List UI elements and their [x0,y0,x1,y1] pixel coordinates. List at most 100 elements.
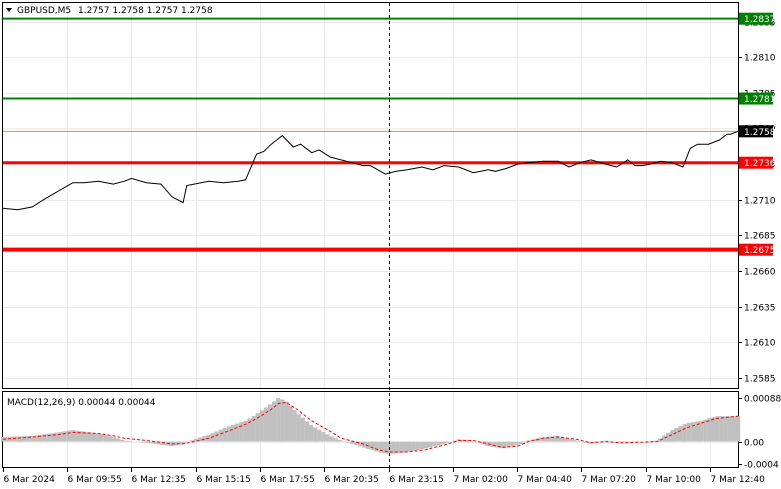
macd-histogram-bar [161,441,166,445]
x-tick-label: 6 Mar 17:55 [261,475,315,485]
macd-histogram-bar [17,436,22,442]
macd-histogram-bar [350,441,355,444]
macd-histogram-bar [391,441,396,454]
macd-histogram-bar [313,427,318,442]
macd-histogram-bar [510,441,515,447]
x-tick-label: 7 Mar 10:00 [647,475,702,485]
macd-histogram-bar [588,441,593,444]
macd-histogram-bar [267,404,273,442]
macd-histogram-bar [662,435,667,442]
macd-histogram-bar [38,434,43,442]
macd-histogram-bar [563,437,568,442]
macd-histogram-bar [522,441,527,443]
macd-histogram-bar [571,439,576,442]
macd-histogram-bar [99,434,104,442]
macd-histogram-bar [321,432,326,442]
macd-histogram-bar [140,441,145,443]
macd-histogram-bar [649,440,654,442]
price-y-tick-label: 1.2610 [744,339,776,349]
price-y-axis: 1.2585 1.2610 1.2635 1.2660 1.2685 1.2710 1.27… [738,19,776,385]
price-levels [3,17,738,252]
macd-histogram-bar [247,418,252,442]
macd-histogram-bar [415,441,420,450]
macd-histogram-bar [674,427,679,442]
macd-histogram-bar [682,424,687,442]
macd-histogram-bar [621,441,626,443]
macd-histogram-bar [715,416,720,442]
level-label-text: 1.2758 [744,128,776,138]
macd-histogram-bar [444,441,449,444]
time-x-axis: 6 Mar 2024 6 Mar 09:55 6 Mar 12:35 6 Mar 15… [3,468,766,485]
macd-histogram-bar [543,436,548,442]
macd-histogram-bar [604,440,609,442]
macd-histogram-bar [411,441,416,451]
level-label-box [739,92,773,105]
macd-histogram-bar [54,432,59,442]
macd-histogram-bar [514,441,519,446]
macd-histogram-bar [723,416,728,442]
macd-histogram-bar [329,436,334,442]
macd-histogram-bar [103,435,108,442]
macd-histogram-bar [538,437,544,442]
x-tick-label: 6 Mar 23:15 [390,475,444,485]
indicator-y-axis: 0.00088 0.00 -0.0004 [738,395,781,471]
macd-histogram-bar [452,440,457,442]
macd-histogram-bar [230,424,236,442]
macd-histogram-bar [13,436,18,442]
level-label-text: 1.2675 [744,246,776,256]
macd-title: MACD(12,26,9) 0.00044 0.00044 [7,398,156,408]
macd-histogram-bar [378,441,383,453]
macd-histogram-bar [239,422,244,442]
macd-histogram-bar [686,422,691,442]
macd-histogram-bar [124,440,129,442]
macd-histogram-bar [304,421,310,442]
macd-histogram-bar [354,441,359,446]
macd-histogram-bar [226,426,231,442]
macd-histogram-bar [567,438,572,442]
price-y-tick-label: 1.2585 [744,375,776,385]
macd-histogram-bar [177,441,182,445]
macd-histogram-bar [333,438,338,442]
macd-histogram-bar [243,420,248,442]
macd-histogram-bar [366,441,371,449]
macd-histogram-bar [465,440,470,442]
ohlc-values: 1.2757 1.2758 1.2757 1.2758 [78,6,213,16]
macd-histogram-bar [526,440,531,442]
macd-histogram-bar [255,413,260,442]
macd-histogram-bar [731,416,737,442]
macd-histogram-bar [719,416,724,442]
macd-histogram-bar [666,432,671,442]
level-label-box [739,12,773,25]
macd-histogram-bar [288,405,293,442]
macd-histogram-bar [493,441,498,448]
macd-histogram-bar [423,441,429,449]
macd-histogram-bar [58,432,63,442]
dropdown-triangle-icon[interactable] [6,8,12,12]
macd-histogram-bar [694,421,700,442]
macd-histogram-bar [345,441,351,443]
macd-histogram-bar [575,440,581,442]
macd-histogram-bar [198,437,203,442]
x-tick-label: 7 Mar 02:00 [454,475,509,485]
macd-histogram-bar [551,436,556,442]
x-tick-label: 6 Mar 09:55 [68,475,122,485]
macd-histogram-bar [235,423,240,442]
macd-histogram-bar [222,428,227,442]
price-y-tick-label: 1.2685 [744,232,776,242]
macd-histogram-bar [559,436,564,442]
x-tick-label: 7 Mar 12:40 [711,475,766,485]
macd-histogram-bar [296,414,301,442]
macd-histogram-bar [497,441,502,449]
macd-histogram-bar [428,441,433,448]
macd-histogram-bar [703,419,708,442]
macd-histogram-bar [116,438,121,442]
macd-histogram-bar [707,418,712,442]
indicator-y-tick-label: 0.00 [744,439,764,449]
macd-histogram-bar [33,435,38,442]
macd-histogram-bar [436,441,441,446]
macd-histogram-bar [157,441,162,445]
macd-histogram-bar [362,441,367,448]
macd-histogram-bar [144,441,149,443]
macd-histogram-bar [625,441,630,443]
